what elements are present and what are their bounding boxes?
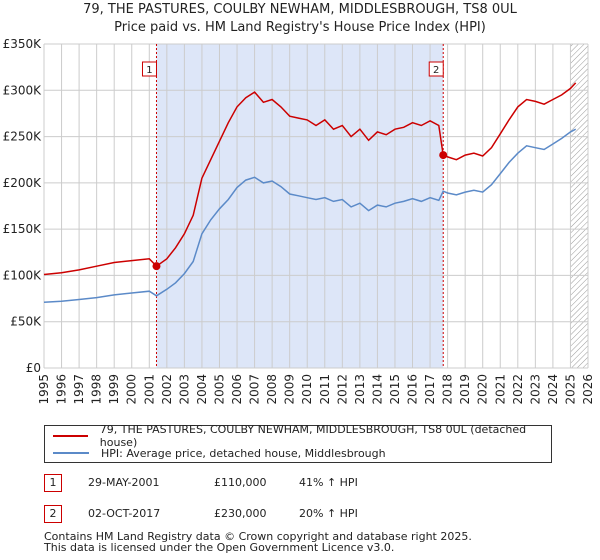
x-tick-label: 2006 [230,374,244,405]
x-tick-label: 2016 [406,374,420,405]
chart-subtitle: Price paid vs. HM Land Registry's House … [114,20,486,35]
legend-item-hpi: HPI: Average price, detached house, Midd… [53,445,386,461]
hpi-line-swatch [53,452,89,454]
footer-copyright: Contains HM Land Registry data © Crown c… [44,530,472,543]
y-tick-label: £350K [3,37,43,51]
x-tick-label: 2019 [458,374,472,405]
x-tick-label: 1998 [90,374,104,405]
y-tick-label: £150K [3,222,43,236]
x-tick-label: 2001 [142,374,156,405]
legend-item-property: 79, THE PASTURES, COULBY NEWHAM, MIDDLES… [53,423,551,449]
sale-hpi-change: 41% ↑ HPI [299,476,358,489]
sale-1-marker-label: 1 [146,65,152,76]
x-tick-label: 2007 [248,374,262,405]
y-tick-label: £300K [3,83,43,97]
x-tick-label: 2026 [581,374,595,405]
sale-marker-badge: 1 [44,474,62,492]
y-tick-label: £250K [3,130,43,144]
y-tick-label: £50K [10,315,42,329]
property-series-line [43,82,577,276]
x-tick-label: 1999 [107,374,121,405]
x-tick-label: 2025 [563,374,577,405]
y-tick-label: £0 [26,361,41,375]
x-tick-label: 2003 [177,374,191,405]
x-tick-label: 2022 [511,374,525,405]
sale-2-marker-label: 2 [433,65,439,76]
x-tick-label: 2005 [212,374,226,405]
y-tick-label: £200K [3,176,43,190]
x-tick-label: 2021 [493,374,507,405]
x-tick-label: 2024 [546,374,560,405]
legend-label-hpi: HPI: Average price, detached house, Midd… [101,446,386,460]
x-tick-label: 2009 [283,374,297,405]
hpi-series-line [43,128,577,304]
x-tick-label: 2017 [423,374,437,405]
x-tick-label: 2011 [318,374,332,405]
sale-hpi-change: 20% ↑ HPI [299,507,358,520]
sale-price: £230,000 [214,507,267,520]
sale-price: £110,000 [214,476,267,489]
sale-2-point [439,151,448,160]
x-tick-label: 1995 [37,374,51,405]
x-tick-label: 2012 [335,374,349,405]
x-tick-label: 2004 [195,374,209,405]
x-tick-label: 2013 [353,374,367,405]
legend-label-property: 79, THE PASTURES, COULBY NEWHAM, MIDDLES… [99,423,527,449]
hatched-future-region [570,44,588,368]
footer-license: This data is licensed under the Open Gov… [44,541,395,554]
y-tick-label: £100K [3,268,43,282]
legend: 79, THE PASTURES, COULBY NEWHAM, MIDDLES… [44,423,552,463]
sale-1-marker-box [141,61,157,77]
chart-title: 79, THE PASTURES, COULBY NEWHAM, MIDDLES… [83,2,517,17]
footer: Contains HM Land Registry data © Crown c… [44,531,472,553]
sale-2-marker-box [428,61,444,77]
x-tick-label: 2010 [300,374,314,405]
sale-date: 29-MAY-2001 [88,476,160,489]
sale-marker-badge: 2 [44,505,62,523]
x-tick-label: 2018 [441,374,455,405]
x-tick-label: 2000 [125,374,139,405]
sale-1-point [152,262,161,271]
ownership-period-shade [156,44,444,368]
sale-date: 02-OCT-2017 [88,507,161,520]
x-tick-label: 2020 [476,374,490,405]
x-tick-label: 2002 [160,374,174,405]
x-tick-label: 2008 [265,374,279,405]
x-tick-label: 1997 [72,374,86,405]
x-tick-label: 1996 [55,374,69,405]
x-tick-label: 2015 [388,374,402,405]
property-line-swatch [53,435,88,437]
price-chart: 1 2 £0 £50K £100K £150K £200K £250K £300K £350K 19… [3,37,595,405]
x-tick-label: 2014 [370,374,384,405]
x-tick-label: 2023 [528,374,542,405]
